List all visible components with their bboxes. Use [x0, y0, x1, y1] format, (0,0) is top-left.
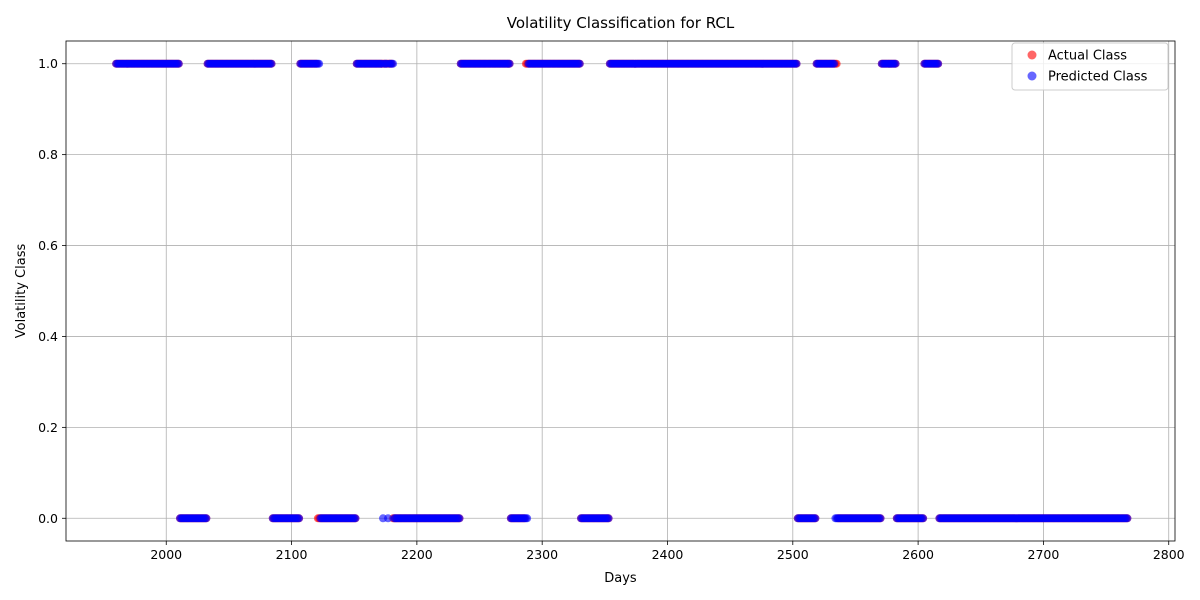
x-axis-title: Days	[604, 571, 637, 586]
legend-marker	[1027, 71, 1037, 81]
point	[575, 59, 584, 68]
legend-marker	[1027, 50, 1037, 60]
x-tick-label: 2600	[902, 547, 934, 562]
x-tick-label: 2000	[150, 547, 182, 562]
legend-box	[1011, 42, 1169, 91]
point	[604, 514, 613, 523]
legend-label: Predicted Class	[1048, 70, 1148, 85]
point	[295, 514, 304, 523]
axis-ticks: 2000 2100 2200 2300 2400 2500 2600 2700 2800 0.0 0…	[38, 56, 1185, 562]
point	[876, 514, 885, 523]
y-tick-label: 0.8	[38, 147, 58, 162]
y-tick-label: 0.4	[38, 329, 58, 344]
point	[174, 59, 183, 68]
point	[267, 59, 276, 68]
x-tick-label: 2300	[526, 547, 558, 562]
point	[934, 59, 943, 68]
point	[389, 59, 398, 68]
y-tick-label: 0.2	[38, 420, 58, 435]
point	[455, 514, 464, 523]
point	[351, 514, 360, 523]
plot-frame	[65, 40, 1176, 542]
point	[384, 514, 393, 523]
x-tick-label: 2400	[652, 547, 684, 562]
y-tick-label: 0.0	[38, 511, 58, 526]
y-tick-label: 1.0	[38, 56, 58, 71]
point	[523, 514, 532, 523]
point	[830, 59, 839, 68]
legend: Actual Class Predicted Class	[1011, 42, 1169, 91]
x-tick-label: 2700	[1028, 547, 1060, 562]
point	[891, 59, 900, 68]
x-tick-label: 2100	[276, 547, 308, 562]
x-tick-label: 2800	[1153, 547, 1185, 562]
x-tick-label: 2200	[401, 547, 433, 562]
y-tick-label: 0.6	[38, 238, 58, 253]
series-predicted-class	[112, 59, 1132, 523]
point	[202, 514, 211, 523]
chart-title: Volatility Classification for RCL	[507, 14, 735, 32]
point	[792, 59, 801, 68]
x-tick-label: 2500	[777, 547, 809, 562]
y-axis-title: Volatility Class	[14, 244, 29, 339]
point	[505, 59, 514, 68]
data-points	[112, 59, 1132, 523]
point	[919, 514, 928, 523]
point	[811, 514, 820, 523]
legend-label: Actual Class	[1048, 49, 1127, 64]
point	[1123, 514, 1132, 523]
point	[315, 59, 324, 68]
